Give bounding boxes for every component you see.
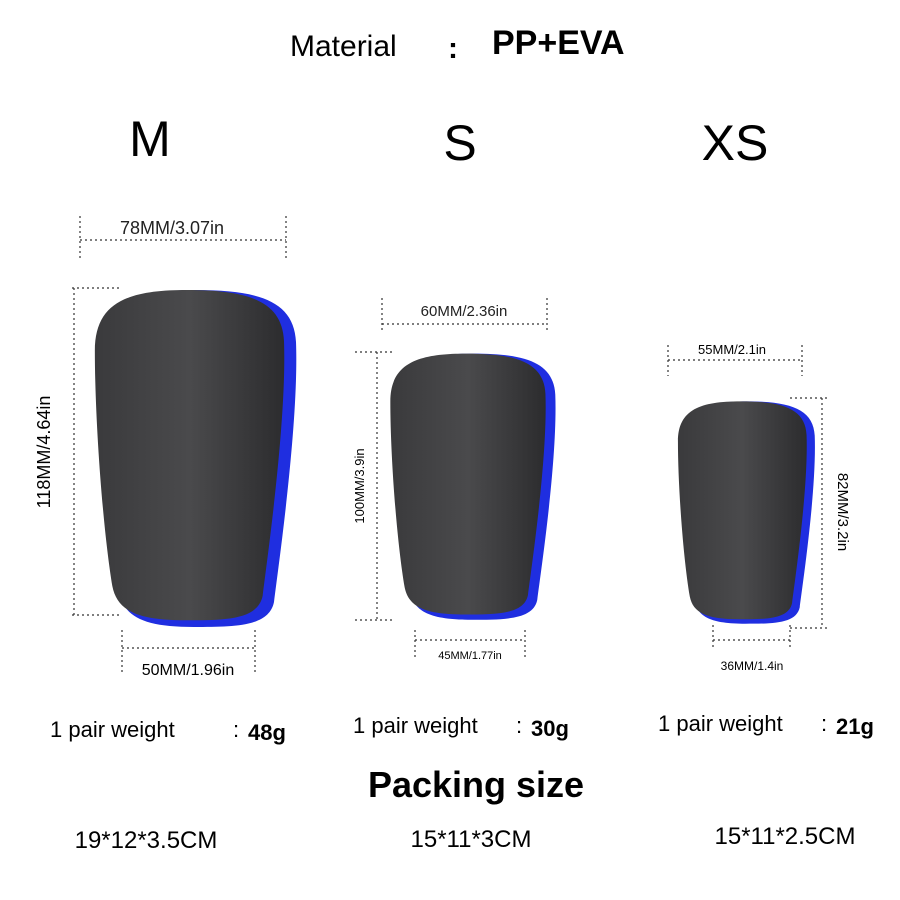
size-name: S — [443, 115, 476, 171]
height-label: 82MM/3.2in — [834, 473, 851, 551]
material-label: Material — [290, 30, 397, 63]
bottom-label: 50MM/1.96in — [142, 662, 235, 679]
weight-value: 21g — [836, 714, 874, 739]
weight-label: 1 pair weight — [50, 717, 175, 742]
size-name: XS — [702, 115, 769, 171]
weight-separator: : — [233, 717, 239, 742]
shield-s — [390, 353, 556, 620]
weight-label: 1 pair weight — [658, 711, 783, 736]
packing-size: 15*11*3CM — [411, 826, 532, 853]
shield-m — [94, 290, 297, 627]
shield-xs — [677, 401, 815, 624]
weight-separator: : — [821, 711, 827, 736]
width-label: 55MM/2.1in — [698, 342, 766, 357]
height-label: 100MM/3.9in — [352, 448, 367, 523]
packing-size: 15*11*2.5CM — [715, 823, 856, 850]
size-name: M — [129, 111, 171, 167]
height-label: 118MM/4.64in — [34, 396, 54, 509]
weight-value: 30g — [531, 716, 569, 741]
weight-label: 1 pair weight — [353, 713, 478, 738]
weight-value: 48g — [248, 720, 286, 745]
width-label: 78MM/3.07in — [120, 218, 224, 238]
material-separator: : — [448, 32, 458, 65]
packing-size: 19*12*3.5CM — [75, 827, 218, 854]
dimension-lines — [72, 216, 830, 672]
bottom-label: 45MM/1.77in — [438, 650, 502, 662]
packing-title: Packing size — [368, 764, 584, 805]
material-value: PP+EVA — [492, 24, 625, 62]
bottom-label: 36MM/1.4in — [721, 659, 784, 673]
weight-separator: : — [516, 713, 522, 738]
width-label: 60MM/2.36in — [421, 303, 508, 320]
